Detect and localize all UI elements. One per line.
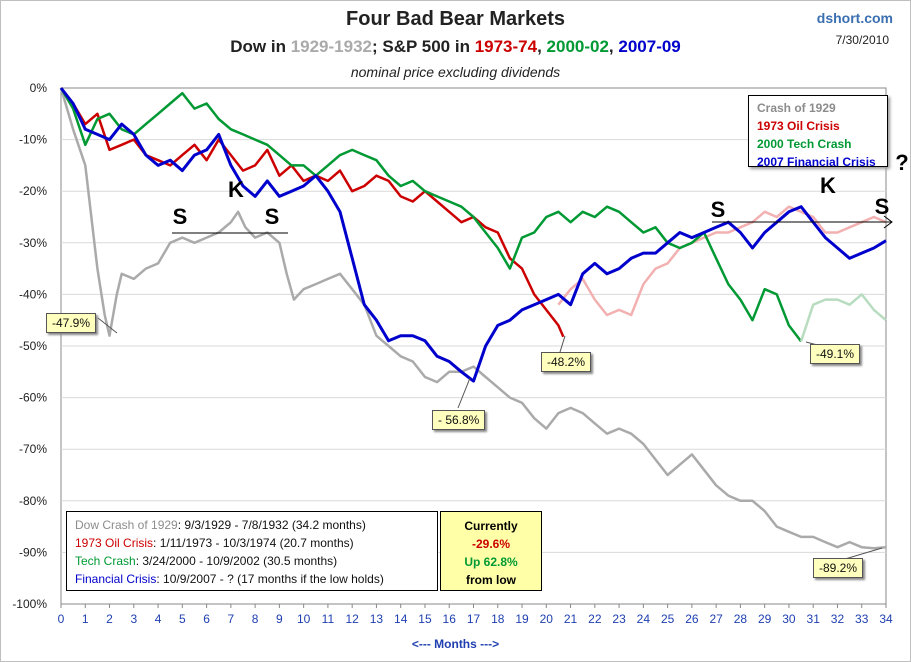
currently-from-low: from low xyxy=(466,573,516,587)
callout-pointer xyxy=(559,335,566,353)
x-tick-label: 33 xyxy=(855,612,869,626)
x-tick-label: 3 xyxy=(130,612,137,626)
y-tick-label: -30% xyxy=(19,236,47,250)
legend: Crash of 1929 1973 Oil Crisis 2000 Tech … xyxy=(748,95,888,169)
annotation-letter: K xyxy=(228,177,244,202)
callout-pointer xyxy=(97,317,118,334)
x-tick-label: 9 xyxy=(276,612,283,626)
x-tick-label: 28 xyxy=(734,612,748,626)
x-tick-label: 2 xyxy=(106,612,113,626)
x-tick-label: 23 xyxy=(612,612,626,626)
x-tick-label: 18 xyxy=(491,612,505,626)
x-tick-label: 10 xyxy=(297,612,311,626)
x-tick-label: 7 xyxy=(228,612,235,626)
currently-up: Up 62.8% xyxy=(464,555,518,569)
annotation-arrow xyxy=(883,215,893,229)
x-tick-label: 0 xyxy=(58,612,65,626)
x-tick-label: 13 xyxy=(370,612,384,626)
x-tick-label: 29 xyxy=(758,612,772,626)
info-row-2000: Tech Crash: 3/24/2000 - 10/9/2002 (30.5 … xyxy=(75,554,338,568)
annotation-letter: S xyxy=(265,204,280,229)
y-tick-label: -70% xyxy=(19,442,47,456)
callout-1973-low: -48.2% xyxy=(541,352,592,372)
series-line-3 xyxy=(59,87,803,343)
callout-1929-low: -47.9% xyxy=(46,313,97,333)
annotation-letter: S xyxy=(173,204,188,229)
annotation-letter: S xyxy=(711,197,726,222)
series-line-0 xyxy=(59,87,887,550)
legend-item-1973: 1973 Oil Crisis xyxy=(757,119,840,133)
info-box: Dow Crash of 1929: 9/3/1929 - 7/8/1932 (… xyxy=(66,511,438,591)
x-tick-label: 6 xyxy=(203,612,210,626)
currently-box: Currently -29.6% Up 62.8% from low xyxy=(440,511,542,591)
y-tick-label: -40% xyxy=(19,287,47,301)
x-tick-label: 22 xyxy=(588,612,602,626)
info-row-2007: Financial Crisis: 10/9/2007 - ? (17 mont… xyxy=(75,572,384,586)
subtitle-sep2: , xyxy=(608,37,619,56)
brand-label: dshort.com xyxy=(816,10,893,26)
currently-label: Currently xyxy=(464,519,518,533)
y-tick-label: -60% xyxy=(19,391,47,405)
x-tick-label: 34 xyxy=(879,612,893,626)
annotation-letter: ? xyxy=(895,150,908,175)
legend-item-1929: Crash of 1929 xyxy=(757,101,836,115)
x-tick-label: 11 xyxy=(322,612,335,626)
x-tick-label: 25 xyxy=(661,612,675,626)
x-axis-label: <--- Months ---> xyxy=(411,637,500,651)
x-tick-label: 26 xyxy=(685,612,699,626)
subtitle-1973: 1973-74 xyxy=(474,37,538,56)
x-tick-label: 12 xyxy=(345,612,359,626)
x-tick-label: 31 xyxy=(807,612,821,626)
callout-1929-end: -89.2% xyxy=(813,558,864,578)
x-tick-label: 15 xyxy=(418,612,432,626)
subtitle-2000: 2000-02 xyxy=(546,37,609,56)
subtitle-1929: 1929-1932 xyxy=(290,37,372,56)
x-tick-label: 17 xyxy=(467,612,481,626)
y-tick-label: -100% xyxy=(12,597,47,611)
annotation-letter: S xyxy=(875,194,890,219)
subtitle-2007: 2007-09 xyxy=(618,37,681,56)
x-tick-label: 32 xyxy=(831,612,845,626)
series-line-1 xyxy=(557,205,887,317)
x-tick-label: 4 xyxy=(155,612,162,626)
x-tick-label: 8 xyxy=(252,612,259,626)
x-tick-label: 19 xyxy=(515,612,529,626)
currently-value: -29.6% xyxy=(471,537,511,551)
y-tick-label: -90% xyxy=(19,545,47,559)
date-label: 7/30/2010 xyxy=(835,33,889,47)
subtitle-text-sp: ; S&P 500 in xyxy=(372,37,475,56)
x-tick-label: 27 xyxy=(709,612,723,626)
x-tick-label: 16 xyxy=(443,612,457,626)
x-tick-label: 20 xyxy=(540,612,554,626)
legend-item-2007: 2007 Financial Crisis xyxy=(757,155,876,169)
x-tick-label: 5 xyxy=(179,612,186,626)
subtitle-text-dow: Dow in xyxy=(230,37,291,56)
x-tick-label: 21 xyxy=(564,612,578,626)
chart-note: nominal price excluding dividends xyxy=(350,64,561,80)
y-tick-label: -20% xyxy=(19,184,47,198)
y-tick-label: -10% xyxy=(19,133,47,147)
legend-item-2000: 2000 Tech Crash xyxy=(757,137,852,151)
callout-2007-low: - 56.8% xyxy=(432,410,486,430)
y-tick-label: -80% xyxy=(19,494,47,508)
info-row-1973: 1973 Oil Crisis: 1/11/1973 - 10/3/1974 (… xyxy=(75,536,354,550)
series-line-2 xyxy=(60,87,565,338)
y-tick-label: -50% xyxy=(19,339,47,353)
annotation-letter: K xyxy=(820,173,836,198)
callout-pointer xyxy=(457,377,471,409)
x-tick-label: 24 xyxy=(637,612,651,626)
chart-title: Four Bad Bear Markets xyxy=(346,8,565,30)
x-tick-label: 30 xyxy=(782,612,796,626)
info-row-1929: Dow Crash of 1929: 9/3/1929 - 7/8/1932 (… xyxy=(75,518,366,532)
y-tick-label: 0% xyxy=(30,81,48,95)
subtitle-sep1: , xyxy=(537,37,547,56)
x-tick-label: 14 xyxy=(394,612,408,626)
series-line-4 xyxy=(799,293,887,342)
chart-subtitle: Dow in 1929-1932; S&P 500 in 1973-74, 20… xyxy=(0,37,911,57)
series-line-5 xyxy=(59,87,887,383)
callout-2000-low: -49.1% xyxy=(810,344,861,364)
x-tick-label: 1 xyxy=(82,612,89,626)
